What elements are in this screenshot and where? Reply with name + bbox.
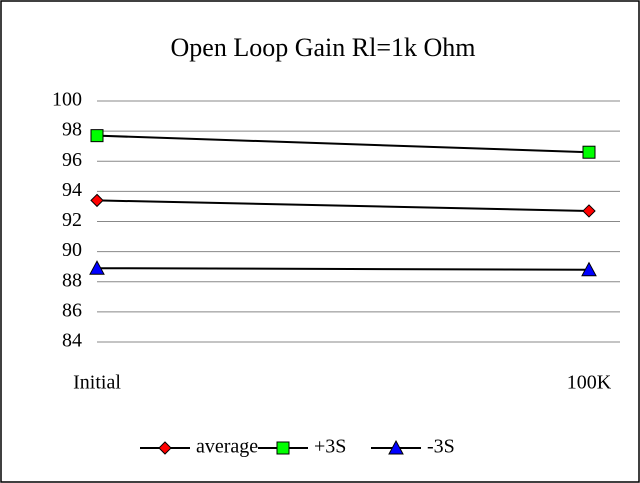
- y-tick-label: 94: [62, 179, 82, 201]
- y-tick-label: 86: [62, 299, 82, 321]
- legend-label: average: [196, 436, 258, 458]
- data-point: [581, 261, 597, 277]
- data-point: [90, 193, 104, 208]
- series-line: [96, 134, 590, 154]
- y-tick-label: 92: [62, 209, 82, 231]
- data-point: [90, 129, 104, 143]
- data-point: [89, 260, 105, 275]
- y-tick-label: 84: [62, 330, 82, 352]
- data-point: [582, 204, 596, 218]
- legend-marker: [276, 441, 290, 455]
- y-tick-label: 90: [62, 239, 82, 261]
- y-tick-label: 88: [62, 269, 82, 291]
- series-line: [96, 267, 590, 271]
- legend-label: +3S: [314, 436, 346, 458]
- x-tick-label: Initial: [73, 372, 121, 394]
- data-point: [582, 145, 596, 159]
- y-tick-label: 100: [52, 89, 82, 111]
- legend-label: -3S: [427, 436, 455, 458]
- x-tick-label: 100K: [567, 372, 612, 394]
- y-tick-label: 96: [62, 149, 82, 171]
- y-tick-label: 98: [62, 119, 82, 141]
- series-line: [96, 199, 590, 212]
- legend-marker: [158, 441, 172, 455]
- chart-title: Open Loop Gain Rl=1k Ohm: [171, 33, 476, 62]
- legend-marker: [388, 439, 404, 455]
